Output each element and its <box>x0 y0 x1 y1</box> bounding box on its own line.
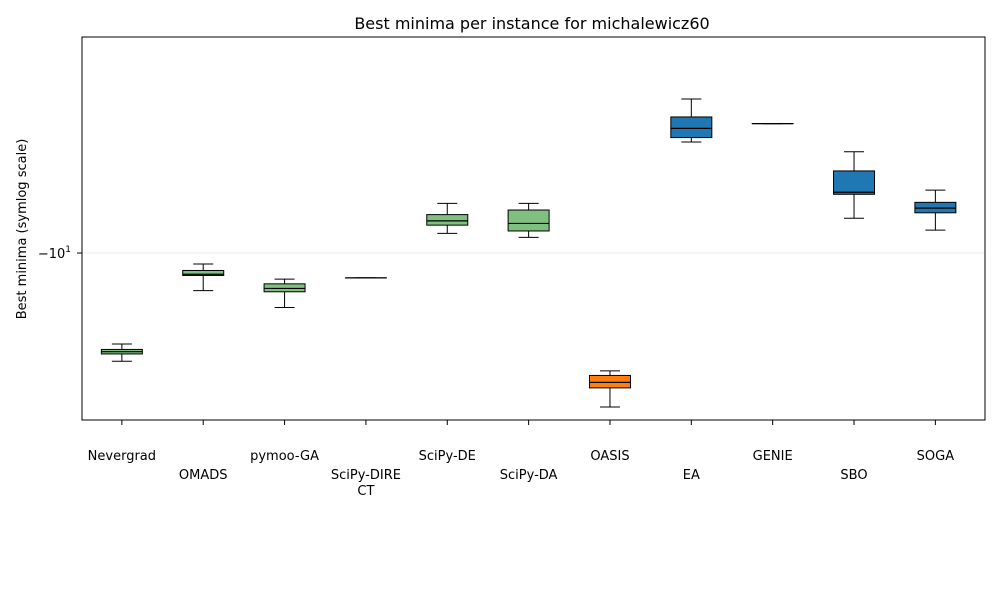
x-tick-label-line: SBO <box>840 468 867 483</box>
box-body <box>426 214 469 226</box>
box-2 <box>182 263 225 292</box>
x-tick-label: SBO <box>840 468 867 483</box>
box-body <box>182 269 225 276</box>
y-tick: −101 <box>38 245 82 262</box>
box-body <box>588 374 631 389</box>
y-tick-label: −101 <box>38 245 71 262</box>
x-tick-label: SOGA <box>917 449 955 464</box>
x-tick-label-line: SciPy-DA <box>500 468 558 483</box>
x-tick-label-line: OMADS <box>179 468 228 483</box>
box-6 <box>507 202 550 238</box>
chart-title: Best minima per instance for michalewicz… <box>354 14 709 33</box>
box-11 <box>914 189 957 231</box>
x-tick-label-line: pymoo-GA <box>250 449 319 464</box>
box-body <box>507 209 550 232</box>
x-tick-label: OASIS <box>590 449 629 464</box>
x-tick-label: EA <box>683 468 700 483</box>
y-axis-label: Best minima (symlog scale) <box>15 139 30 320</box>
x-tick-label: Nevergrad <box>88 449 156 464</box>
x-tick-label: pymoo-GA <box>250 449 319 464</box>
x-tick-label-line: OASIS <box>590 449 629 464</box>
x-tick-label: SciPy-DE <box>419 449 476 464</box>
x-tick-label: SciPy-DIRE CT <box>331 468 401 499</box>
x-tick-label: SciPy-DA <box>500 468 558 483</box>
x-tick-label: GENIE <box>753 449 793 464</box>
box-body <box>833 170 876 195</box>
box-5 <box>426 202 469 234</box>
plot-area-frame <box>81 36 986 421</box>
box-3 <box>263 278 306 309</box>
x-tick-label-line: Nevergrad <box>88 449 156 464</box>
box-7 <box>588 370 631 408</box>
box-8 <box>670 98 713 143</box>
x-tick-label-line: CT <box>357 484 374 499</box>
x-tick-label-line: SciPy-DIRE <box>331 468 401 483</box>
box-10 <box>833 151 876 219</box>
x-tick-label-line: GENIE <box>753 449 793 464</box>
x-tick-label: OMADS <box>179 468 228 483</box>
box-body <box>670 116 713 139</box>
x-tick-label-line: SciPy-DE <box>419 449 476 464</box>
box-body <box>263 283 306 293</box>
y-tick-label-base: −10 <box>38 247 65 262</box>
y-tick-label-exponent: 1 <box>65 245 71 255</box>
box-1 <box>100 343 143 362</box>
boxes-layer <box>100 98 957 408</box>
x-tick-label-line: EA <box>683 468 700 483</box>
x-tick-label-line: SOGA <box>917 449 955 464</box>
